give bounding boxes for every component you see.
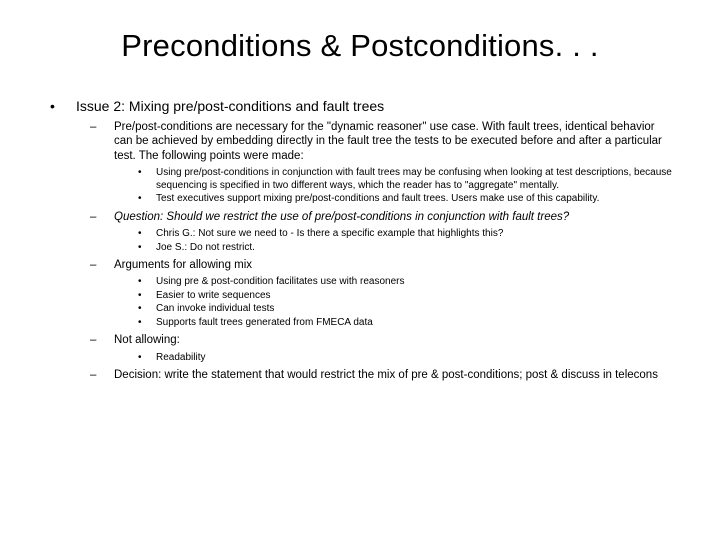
p1a-text: Using pre/post-conditions in conjunction… [156,167,672,192]
bullet-dot: • [138,193,156,206]
level3-item: • Test executives support mixing pre/pos… [48,193,672,206]
slide-title: Preconditions & Postconditions. . . [48,28,672,64]
level3-item: • Can invoke individual tests [48,303,672,316]
p3a-text: Using pre & post-condition facilitates u… [156,276,672,289]
p2a-text: Chris G.: Not sure we need to - Is there… [156,228,672,241]
p4-text: Not allowing: [114,333,672,347]
level3-item: • Joe S.: Do not restrict. [48,242,672,255]
p3-text: Arguments for allowing mix [114,258,672,272]
bullet-dot: • [138,352,156,365]
bullet-dot: • [138,303,156,316]
level2-item: – Not allowing: [48,333,672,347]
bullet-dot: • [48,98,76,114]
bullet-dash: – [90,258,114,272]
level3-item: • Easier to write sequences [48,290,672,303]
level3-item: • Chris G.: Not sure we need to - Is the… [48,228,672,241]
level3-item: • Using pre & post-condition facilitates… [48,276,672,289]
bullet-dash: – [90,120,114,163]
p3b-text: Easier to write sequences [156,290,672,303]
level3-item: • Readability [48,352,672,365]
p4a-text: Readability [156,352,672,365]
bullet-dot: • [138,228,156,241]
bullet-dash: – [90,210,114,224]
p3c-text: Can invoke individual tests [156,303,672,316]
level2-item: – Decision: write the statement that wou… [48,368,672,382]
level3-item: • Supports fault trees generated from FM… [48,317,672,330]
p1b-text: Test executives support mixing pre/post-… [156,193,672,206]
level1-item: • Issue 2: Mixing pre/post-conditions an… [48,98,672,114]
bullet-dot: • [138,276,156,289]
p1-text: Pre/post-conditions are necessary for th… [114,120,672,163]
level2-item: – Question: Should we restrict the use o… [48,210,672,224]
bullet-dot: • [138,317,156,330]
bullet-dash: – [90,333,114,347]
p3d-text: Supports fault trees generated from FMEC… [156,317,672,330]
p5-text: Decision: write the statement that would… [114,368,672,382]
p2b-text: Joe S.: Do not restrict. [156,242,672,255]
level3-item: • Using pre/post-conditions in conjuncti… [48,167,672,192]
bullet-dot: • [138,290,156,303]
bullet-dot: • [138,242,156,255]
bullet-dash: – [90,368,114,382]
p2-text: Question: Should we restrict the use of … [114,210,672,224]
issue-text: Issue 2: Mixing pre/post-conditions and … [76,98,672,114]
level2-item: – Arguments for allowing mix [48,258,672,272]
level2-item: – Pre/post-conditions are necessary for … [48,120,672,163]
bullet-dot: • [138,167,156,192]
